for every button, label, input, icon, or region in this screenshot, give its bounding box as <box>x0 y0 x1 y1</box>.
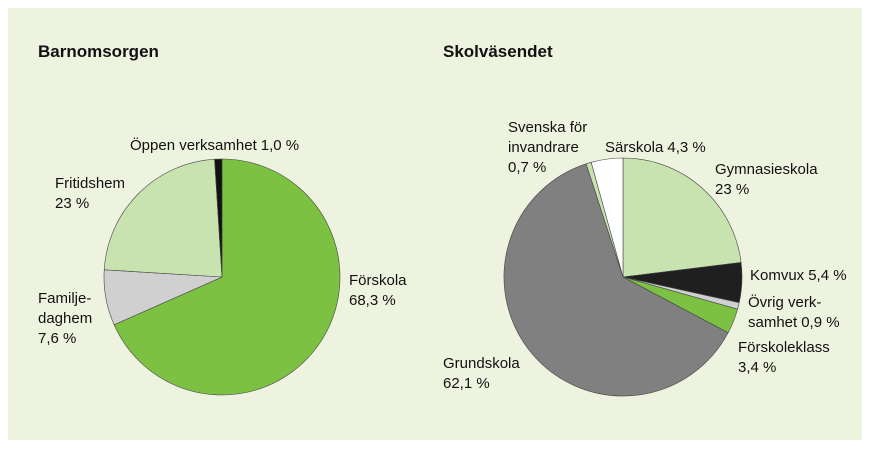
value-label: 7,6 % <box>38 330 76 347</box>
label-line: Förskola <box>349 272 407 289</box>
pie-slice <box>622 157 742 278</box>
chart-title: Barnomsorgen <box>38 42 159 61</box>
label-line: samhet <box>748 314 798 331</box>
pie-slice <box>113 158 341 396</box>
pie-slice <box>590 157 624 278</box>
slice-label: Fritidshem <box>55 175 125 192</box>
slice-label: Förskoleklass <box>738 339 830 356</box>
value-label: 23 % <box>55 195 89 212</box>
slice-label: Särskola <box>605 139 664 156</box>
slice-label: Öppen verksamhet <box>130 136 258 154</box>
value-label: 3,4 % <box>738 359 776 376</box>
label-line: Grundskola <box>443 355 520 372</box>
label-line: Familje- <box>38 290 91 307</box>
label-line: Komvux <box>750 267 805 284</box>
pie-slice <box>103 158 223 278</box>
chart-title: Skolväsendet <box>443 42 553 61</box>
slice-label: Svenska för invandrare <box>508 119 587 156</box>
slice-label: Gymnasieskola <box>715 161 818 178</box>
pie-slice <box>214 158 223 278</box>
label-line: Särskola <box>605 139 664 156</box>
slice-label: Grundskola <box>443 355 520 372</box>
slice-label: Övrig verk-samhet <box>748 293 821 331</box>
value-label: 1,0 % <box>261 137 299 154</box>
slice-label: Familje-daghem <box>38 290 92 327</box>
label-line: Fritidshem <box>55 175 125 192</box>
value-label: 62,1 % <box>443 375 490 392</box>
value-label: 4,3 % <box>667 139 705 156</box>
label-line: Gymnasieskola <box>715 161 818 178</box>
label-line: daghem <box>38 310 92 327</box>
pie-slice <box>503 163 729 397</box>
value-label: 0,7 % <box>508 159 546 176</box>
value-label: 68,3 % <box>349 292 396 309</box>
slice-label: Komvux <box>750 267 805 284</box>
value-label: 0,9 % <box>801 314 839 331</box>
label-line: Övrig verk- <box>748 293 821 311</box>
value-label: 5,4 % <box>808 267 846 284</box>
label-line: Öppen verksamhet <box>130 136 258 154</box>
label-line: Svenska för <box>508 119 587 136</box>
label-line: invandrare <box>508 139 579 156</box>
label-line: Förskoleklass <box>738 339 830 356</box>
value-label: 23 % <box>715 181 749 198</box>
slice-label: Förskola <box>349 272 407 289</box>
